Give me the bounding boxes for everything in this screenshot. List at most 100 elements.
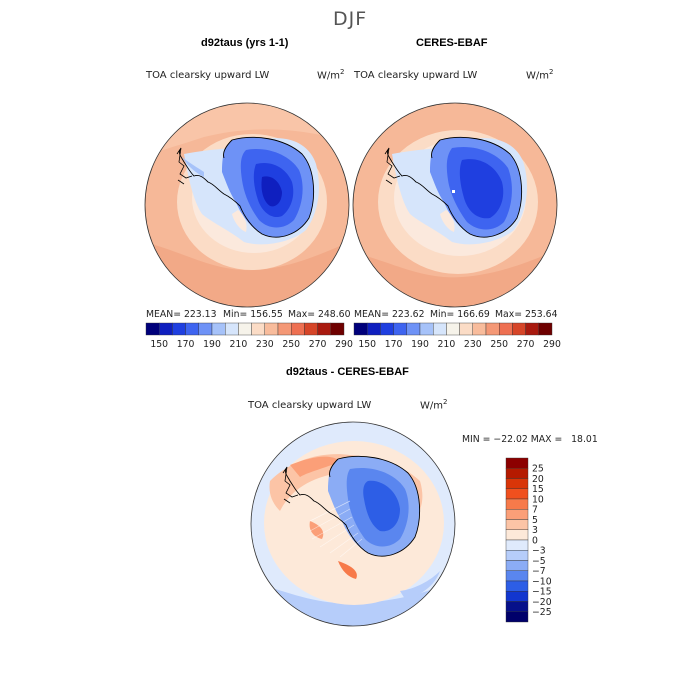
panel2-colorbar-tick-label: 250 [490, 339, 508, 350]
panel3-colorbar-tick-label: 15 [532, 484, 544, 495]
panel1-colorbar-swatch [304, 322, 318, 336]
panel3-variable-label: TOA clearsky upward LW [248, 400, 372, 411]
panel1-colorbar: 150 170 190 210 230 250 270 290 [145, 322, 353, 350]
panel2-colorbar-tick-label: 150 [358, 339, 376, 350]
panel3-colorbar-tick-label: 3 [532, 525, 538, 536]
panel2-colorbar-tick-label: 170 [385, 339, 403, 350]
panel3-colorbar-swatch [505, 488, 529, 500]
panel2-colorbar-tick-label: 210 [438, 339, 456, 350]
panel2-colorbar-swatch [380, 322, 394, 336]
panel2-colorbar-swatch [446, 322, 460, 336]
panel2-colorbar-swatch [498, 322, 513, 336]
panel2-colorbar-tick-label: 190 [411, 339, 429, 350]
panel1-colorbar-swatch [277, 322, 292, 336]
panel1-map [144, 102, 350, 308]
panel2-colorbar-swatch [512, 322, 526, 336]
panel2-colorbar: 150 170 190 210 230 250 270 290 [353, 322, 561, 350]
panel3-colorbar-tick-label: −3 [532, 546, 546, 557]
panel1-colorbar-tick-label: 210 [230, 339, 248, 350]
panel3-colorbar-swatch [505, 591, 529, 602]
panel2-variable-label: TOA clearsky upward LW [354, 70, 478, 81]
panel2-colorbar-tick-label: 230 [464, 339, 482, 350]
panel1-colorbar-swatch [185, 322, 199, 336]
panel3-colorbar-swatch [505, 560, 529, 571]
panel3-colorbar-tick-label: 5 [532, 515, 538, 526]
panel3-colorbar-swatch [505, 580, 529, 592]
panel1-colorbar-swatch [264, 322, 279, 336]
panel2-colorbar-swatch [393, 322, 407, 336]
panel3-colorbar-swatch [505, 457, 529, 469]
panel1-coastline [179, 136, 315, 238]
panel3-colorbar-swatch [505, 570, 529, 582]
panel1-colorbar-tick-label: 270 [309, 339, 327, 350]
panel3-colorbar-swatch [505, 611, 529, 623]
panel1-colorbar-swatch [158, 322, 173, 336]
panel3-colorbar-swatch [505, 478, 529, 489]
panel1-title: d92taus (yrs 1-1) [201, 37, 289, 49]
panel2-map [352, 102, 558, 308]
panel2-mean: MEAN= 223.62 [354, 309, 425, 320]
panel1-colorbar-swatch [238, 322, 252, 336]
panel1-variable-label: TOA clearsky upward LW [146, 70, 270, 81]
panel1-colorbar-tick-label: 170 [177, 339, 195, 350]
panel3-colorbar-tick-label: 25 [532, 464, 544, 475]
panel3-colorbar-swatch [505, 601, 529, 612]
panel3-colorbar-tick-label: −5 [532, 556, 546, 567]
panel3-map [250, 421, 456, 627]
panel1-colorbar-swatch [198, 322, 213, 336]
panel1-colorbar-swatch [330, 322, 345, 336]
panel2-colorbar-swatch [485, 322, 500, 336]
panel2-colorbar-swatch [432, 322, 447, 336]
panel2-coastline [387, 136, 523, 238]
panel2-max: Max= 253.64 [495, 309, 558, 320]
panel3-coastline [285, 455, 421, 557]
panel3-colorbar-swatch [505, 519, 529, 530]
panel2-map-border [352, 102, 558, 308]
panel3-colorbar-swatch [505, 529, 529, 541]
panel3-map-border [250, 421, 456, 627]
panel1-colorbar-swatch [290, 322, 305, 336]
panel1-units-label: W/m2 [317, 68, 345, 82]
panel1-colorbar-tick-label: 290 [335, 339, 353, 350]
panel2-colorbar-swatch [472, 322, 487, 336]
panel1-max: Max= 248.60 [288, 309, 351, 320]
panel2-colorbar-swatch [525, 322, 540, 336]
panel3-title: d92taus - CERES-EBAF [286, 366, 409, 378]
panel2-colorbar-swatch [459, 322, 473, 336]
panel3-colorbar-swatch [505, 539, 529, 551]
panel2-colorbar-swatch [538, 322, 553, 336]
panel1-colorbar-swatch [211, 322, 226, 336]
panel2-units-label: W/m2 [526, 68, 554, 82]
panel3-colorbar-tick-label: −20 [532, 597, 552, 608]
panel2-colorbar-swatch [366, 322, 381, 336]
panel3-colorbar-swatch [505, 550, 529, 561]
panel2-colorbar-swatch [406, 322, 421, 336]
panel1-colorbar-tick-label: 150 [150, 339, 168, 350]
panel3-colorbar-tick-label: 7 [532, 505, 538, 516]
panel2-colorbar-tick-label: 270 [517, 339, 535, 350]
panel1-ocean-band [145, 242, 349, 307]
panel3-colorbar-swatch [505, 498, 529, 510]
panel3-colorbar-swatch [505, 468, 529, 479]
panel2-colorbar-tick-label: 290 [543, 339, 561, 350]
panel2-colorbar-swatch [419, 322, 434, 336]
panel2-title: CERES-EBAF [416, 37, 488, 49]
panel1-colorbar-tick-label: 230 [256, 339, 274, 350]
panel1-colorbar-swatch [145, 322, 160, 336]
panel3-colorbar-tick-label: −10 [532, 576, 552, 587]
panel3-colorbar-tick-label: −25 [532, 607, 552, 618]
panel1-colorbar-tick-label: 190 [203, 339, 221, 350]
panel1-min: Min= 156.55 [223, 309, 283, 320]
panel3-colorbar-tick-label: −7 [532, 566, 546, 577]
panel3-colorbar-tick-label: 0 [532, 535, 538, 546]
panel3-colorbar-tick-label: −15 [532, 587, 552, 598]
panel1-colorbar-tick-label: 250 [282, 339, 300, 350]
panel2-colorbar-swatch [353, 322, 368, 336]
panel3-units-label: W/m2 [420, 398, 448, 412]
panel3-min-max: MIN = −22.02 MAX = 18.01 [462, 434, 598, 445]
panel1-colorbar-swatch [317, 322, 332, 336]
page-title: DJF [333, 8, 368, 30]
panel2-min: Min= 166.69 [430, 309, 490, 320]
panel3-colorbar-tick-label: 10 [532, 494, 544, 505]
panel1-colorbar-swatch [224, 322, 239, 336]
